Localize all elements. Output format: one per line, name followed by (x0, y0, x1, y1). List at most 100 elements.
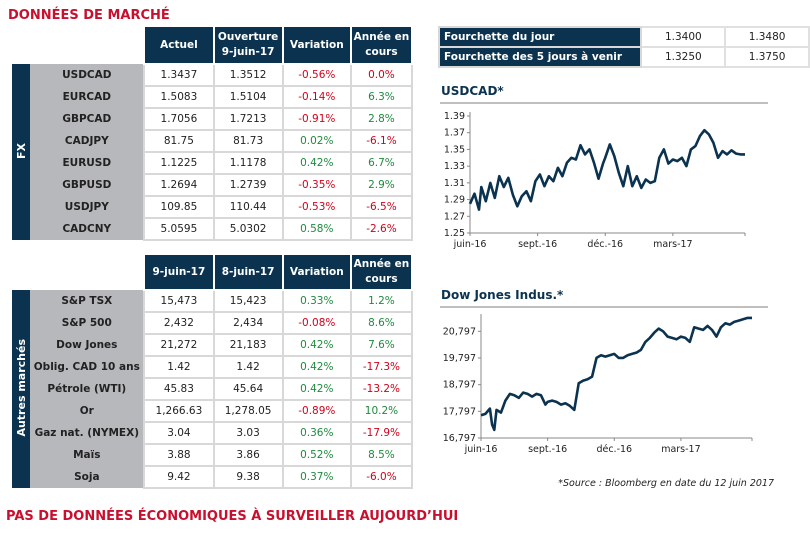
cell-variation: 0.42% (281, 355, 352, 379)
cell-annee: 1.2% (349, 289, 414, 313)
cell-actuel: 1.2694 (143, 173, 215, 197)
row-label: CADJPY (30, 130, 145, 152)
range-row: Fourchette des 5 jours à venir 1.3250 1.… (437, 46, 810, 68)
row-label: Pétrole (WTI) (30, 378, 145, 400)
table-row: CADCNY 5.0595 5.0302 0.58% -2.6% (12, 217, 414, 241)
col-header-actuel: Actuel (143, 25, 215, 65)
row-label: Gaz nat. (NYMEX) (30, 422, 145, 444)
x-tick-label: mars-17 (661, 444, 700, 455)
x-tick-label: déc.-16 (596, 444, 632, 455)
cell-variation: 0.36% (281, 421, 352, 445)
cell-ouverture: 5.0302 (212, 217, 284, 241)
cell-d2: 15,423 (212, 289, 284, 313)
cell-ouverture: 1.2739 (212, 173, 284, 197)
dowjones-chart-title: Dow Jones Indus.* (441, 288, 564, 302)
cell-d1: 2,432 (143, 311, 215, 335)
cell-annee: -6.0% (349, 465, 414, 489)
row-label: GBPCAD (30, 108, 145, 130)
col-header-annee: Année en cours (349, 253, 414, 291)
row-label: Dow Jones (30, 334, 145, 356)
cell-variation: 0.52% (281, 443, 352, 467)
col-header-annee: Année en cours (349, 25, 414, 65)
usdcad-chart: 1.25 1.27 1.29 1.31 1.33 1.35 1.37 1.39 juin-16 s… (444, 111, 746, 250)
cell-variation: -0.56% (281, 63, 352, 87)
cell-annee: 10.2% (349, 399, 414, 423)
row-label: USDJPY (30, 196, 145, 218)
cell-variation: 0.42% (281, 333, 352, 357)
y-tick-label: 1.35 (444, 144, 465, 155)
range-high: 1.3480 (724, 26, 810, 48)
cell-d2: 3.86 (212, 443, 284, 467)
cell-variation: 0.02% (281, 129, 352, 153)
cell-variation: 0.42% (281, 377, 352, 401)
row-label: EURCAD (30, 86, 145, 108)
cell-d2: 1,278.05 (212, 399, 284, 423)
row-label: USDCAD (30, 64, 145, 86)
x-tick-label: déc.-16 (587, 239, 623, 250)
dowjones-chart: 16,797 17,797 18,797 19,797 20,797 juin-16 sep… (443, 314, 753, 455)
row-label: Maïs (30, 444, 145, 466)
cell-d2: 1.42 (212, 355, 284, 379)
section-label-text: FX (14, 142, 28, 159)
cell-annee: -6.5% (349, 195, 414, 219)
cell-d1: 1.42 (143, 355, 215, 379)
x-tick-label: sept.-16 (528, 444, 567, 455)
table-row: FX USDCAD 1.3437 1.3512 -0.56% 0.0% (12, 63, 414, 240)
cell-d1: 1,266.63 (143, 399, 215, 423)
x-tick-label: juin-16 (464, 444, 498, 455)
table-row: EURUSD 1.1225 1.1178 0.42% 6.7% (12, 151, 414, 175)
cell-annee: 2.9% (349, 173, 414, 197)
cell-d1: 9.42 (143, 465, 215, 489)
cell-ouverture: 1.3512 (212, 63, 284, 87)
row-label: EURUSD (30, 152, 145, 174)
cell-annee: -17.9% (349, 421, 414, 445)
y-tick-label: 20,797 (443, 326, 476, 337)
table-row: Gaz nat. (NYMEX) 3.04 3.03 0.36% -17.9% (12, 421, 414, 445)
cell-variation: -0.89% (281, 399, 352, 423)
cell-variation: -0.91% (281, 107, 352, 131)
row-label: Oblig. CAD 10 ans (30, 356, 145, 378)
cell-d2: 2,434 (212, 311, 284, 335)
table-row: Soja 9.42 9.38 0.37% -6.0% (12, 465, 414, 489)
cell-d2: 3.03 (212, 421, 284, 445)
cell-variation: 0.58% (281, 217, 352, 241)
range-label: Fourchette des 5 jours à venir (437, 46, 643, 68)
row-label: CADCNY (30, 218, 145, 240)
table-row: GBPCAD 1.7056 1.7213 -0.91% 2.8% (12, 107, 414, 131)
cell-d1: 3.88 (143, 443, 215, 467)
section-label-text: Autres marchés (14, 338, 28, 437)
divider (440, 306, 768, 308)
cell-d1: 21,272 (143, 333, 215, 357)
markets-table: 9-juin-17 8-juin-17 Variation Année en co… (12, 253, 414, 489)
table-row: Or 1,266.63 1,278.05 -0.89% 10.2% (12, 399, 414, 423)
x-tick-label: mars-17 (653, 239, 692, 250)
cell-actuel: 5.0595 (143, 217, 215, 241)
cell-d2: 21,183 (212, 333, 284, 357)
row-label: Soja (30, 466, 145, 488)
cell-variation: 0.33% (281, 289, 352, 313)
cell-annee: 7.6% (349, 333, 414, 357)
cell-variation: -0.14% (281, 85, 352, 109)
row-label: Or (30, 400, 145, 422)
cell-actuel: 1.1225 (143, 151, 215, 175)
range-high: 1.3750 (724, 46, 810, 68)
table-row: USDJPY 109.85 110.44 -0.53% -6.5% (12, 195, 414, 219)
cell-ouverture: 1.1178 (212, 151, 284, 175)
table-row: Dow Jones 21,272 21,183 0.42% 7.6% (12, 333, 414, 357)
usdcad-chart-title: USDCAD* (441, 84, 504, 98)
x-tick-label: sept.-16 (518, 239, 557, 250)
cell-annee: 6.3% (349, 85, 414, 109)
table-row: EURCAD 1.5083 1.5104 -0.14% 6.3% (12, 85, 414, 109)
cell-variation: 0.37% (281, 465, 352, 489)
table-row: Oblig. CAD 10 ans 1.42 1.42 0.42% -17.3% (12, 355, 414, 379)
series-line (480, 316, 752, 432)
footer-title: PAS DE DONNÉES ÉCONOMIQUES À SURVEILLER … (6, 509, 459, 524)
cell-actuel: 81.75 (143, 129, 215, 153)
range-row: Fourchette du jour 1.3400 1.3480 (437, 26, 810, 48)
y-tick-label: 1.39 (444, 111, 465, 122)
source-note: *Source : Bloomberg en date du 12 juin 2… (558, 478, 774, 489)
table-row: CADJPY 81.75 81.73 0.02% -6.1% (12, 129, 414, 153)
table-row: Autres marchés S&P TSX 15,473 15,423 0.33% 1.… (12, 289, 414, 488)
cell-annee: 0.0% (349, 63, 414, 87)
cell-ouverture: 110.44 (212, 195, 284, 219)
